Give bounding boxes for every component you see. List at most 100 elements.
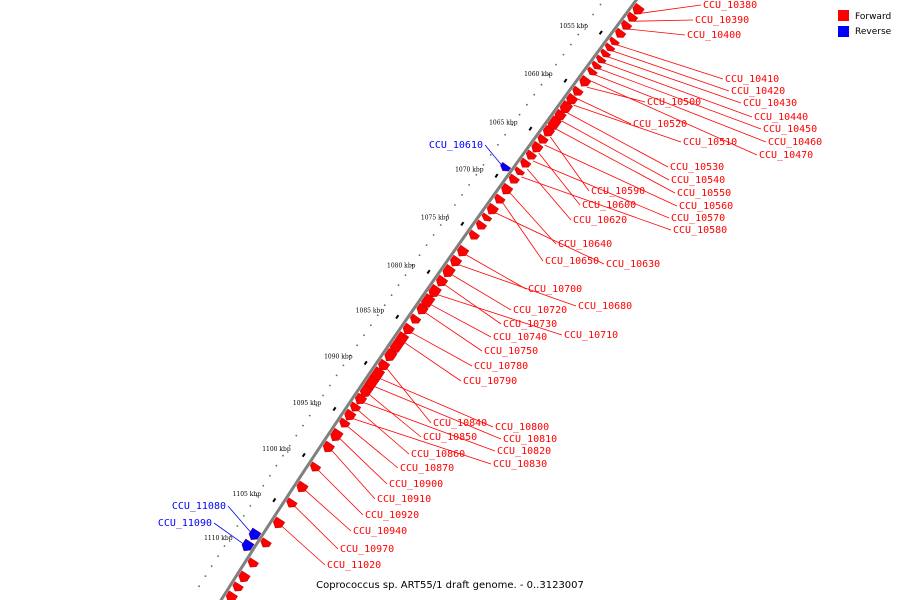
ring-dot	[404, 274, 407, 276]
label-connector	[484, 144, 504, 168]
label-connector	[532, 160, 670, 219]
ring-dot	[468, 184, 470, 186]
gene-label: CCU_10510	[683, 137, 737, 148]
forward-gene-arrow	[436, 274, 449, 287]
gene-label: CCU_10790	[463, 376, 517, 387]
forward-gene-arrow	[572, 85, 584, 96]
gene-label: CCU_10570	[671, 213, 725, 224]
forward-gene-arrow	[632, 2, 645, 15]
label-connector	[451, 274, 512, 311]
ring-dot	[397, 284, 400, 287]
forward-gene-arrow	[621, 19, 633, 30]
forward-gene-arrow	[514, 166, 525, 176]
ring-dot	[275, 464, 278, 467]
forward-gene-arrow	[330, 427, 344, 442]
forward-gene-arrow	[309, 461, 322, 472]
forward-gene-arrow	[525, 149, 538, 160]
tick-marks: 1055 kbp 1060 kbp 1065 kbp 1070 kbp 1075 kbp…	[204, 23, 603, 547]
forward-gene-arrow	[232, 581, 244, 592]
gene-label: CCU_10540	[671, 175, 725, 186]
gene-label: CCU_10680	[578, 301, 632, 312]
gene-label: CCU_10640	[558, 239, 612, 250]
forward-gene-arrow	[579, 74, 592, 87]
gene-label: CCU_10740	[493, 332, 547, 343]
ring-dot	[482, 164, 485, 166]
ring-dot	[584, 23, 587, 26]
label-connector	[347, 426, 399, 469]
ring-dot	[262, 484, 265, 487]
forward-gene-arrow	[442, 263, 456, 278]
gene-label: CCU_10450	[763, 124, 817, 135]
gene-labels: CCU_10380CCU_10390CCU_10400CCU_10410CCU_…	[158, 0, 822, 571]
forward-gene-arrow	[450, 254, 463, 267]
ring-dot	[282, 454, 284, 457]
tick-mark	[598, 30, 603, 35]
forward-gene-arrow	[542, 124, 556, 137]
gene-label: CCU_10730	[503, 319, 557, 330]
gene-label: CCU_10390	[695, 15, 749, 26]
label-connector	[495, 212, 605, 265]
label-connector	[573, 104, 682, 143]
ring-dot	[230, 535, 232, 537]
gene-label: CCU_10900	[389, 479, 443, 490]
gene-label: CCU_10780	[474, 361, 528, 372]
gene-label: CCU_10700	[528, 284, 582, 295]
ring-dot	[335, 374, 338, 377]
ring-dot	[446, 214, 449, 216]
gene-label: CCU_10970	[340, 544, 394, 555]
label-connector	[608, 56, 742, 104]
gene-label: CCU_10870	[400, 463, 454, 474]
gene-label: CCU_10710	[564, 330, 618, 341]
gene-label: CCU_10840	[433, 418, 487, 429]
tick-label: 1095 kbp	[293, 400, 322, 407]
ring-dot	[315, 404, 318, 407]
ring-dot	[236, 525, 239, 527]
forward-gene-arrow	[501, 182, 514, 195]
label-connector	[595, 74, 767, 143]
label-connector	[331, 450, 376, 500]
ring-dot	[249, 505, 252, 507]
forward-gene-arrow	[359, 383, 374, 398]
label-connector	[386, 368, 432, 424]
tick-mark	[426, 269, 431, 275]
gene-label: CCU_10750	[484, 346, 538, 357]
label-connector	[281, 526, 326, 566]
ring-dot	[349, 354, 352, 357]
forward-gene-arrow	[428, 283, 442, 298]
gene-label: CCU_10610	[429, 140, 483, 151]
forward-gene-arrow	[296, 480, 309, 493]
label-connector	[425, 312, 483, 352]
label-connectors	[213, 4, 767, 566]
label-connector	[526, 168, 572, 221]
tick-label: 1105 kbp	[233, 491, 262, 498]
gene-label: CCU_10560	[679, 201, 733, 212]
legend-reverse-label: Reverse	[855, 27, 892, 37]
label-connector	[635, 19, 694, 22]
label-connector	[641, 4, 702, 14]
ring-dot	[376, 314, 379, 317]
ring-dot	[342, 364, 345, 367]
gene-label: CCU_10860	[411, 449, 465, 460]
reverse-gene-arrow	[500, 161, 512, 172]
gene-label: CCU_10460	[768, 137, 822, 148]
label-connector	[550, 136, 590, 192]
forward-gene-arrow	[609, 36, 620, 46]
forward-gene-arrow	[402, 322, 415, 335]
label-connector	[617, 44, 724, 80]
label-connector	[521, 176, 672, 231]
ring-dot	[329, 384, 331, 387]
label-connector	[353, 418, 492, 465]
ring-dot	[390, 294, 393, 297]
gene-label: CCU_10620	[573, 215, 627, 226]
gene-label: CCU_10550	[677, 188, 731, 199]
ring-dot	[454, 204, 456, 206]
label-connector	[444, 284, 502, 325]
ring-dot	[302, 424, 304, 427]
tick-mark	[460, 221, 465, 226]
tick-mark	[494, 173, 499, 178]
ring-dot	[511, 123, 514, 126]
legend-reverse-swatch	[838, 26, 849, 37]
legend: Forward Reverse	[838, 10, 892, 37]
gene-label: CCU_10400	[687, 30, 741, 41]
